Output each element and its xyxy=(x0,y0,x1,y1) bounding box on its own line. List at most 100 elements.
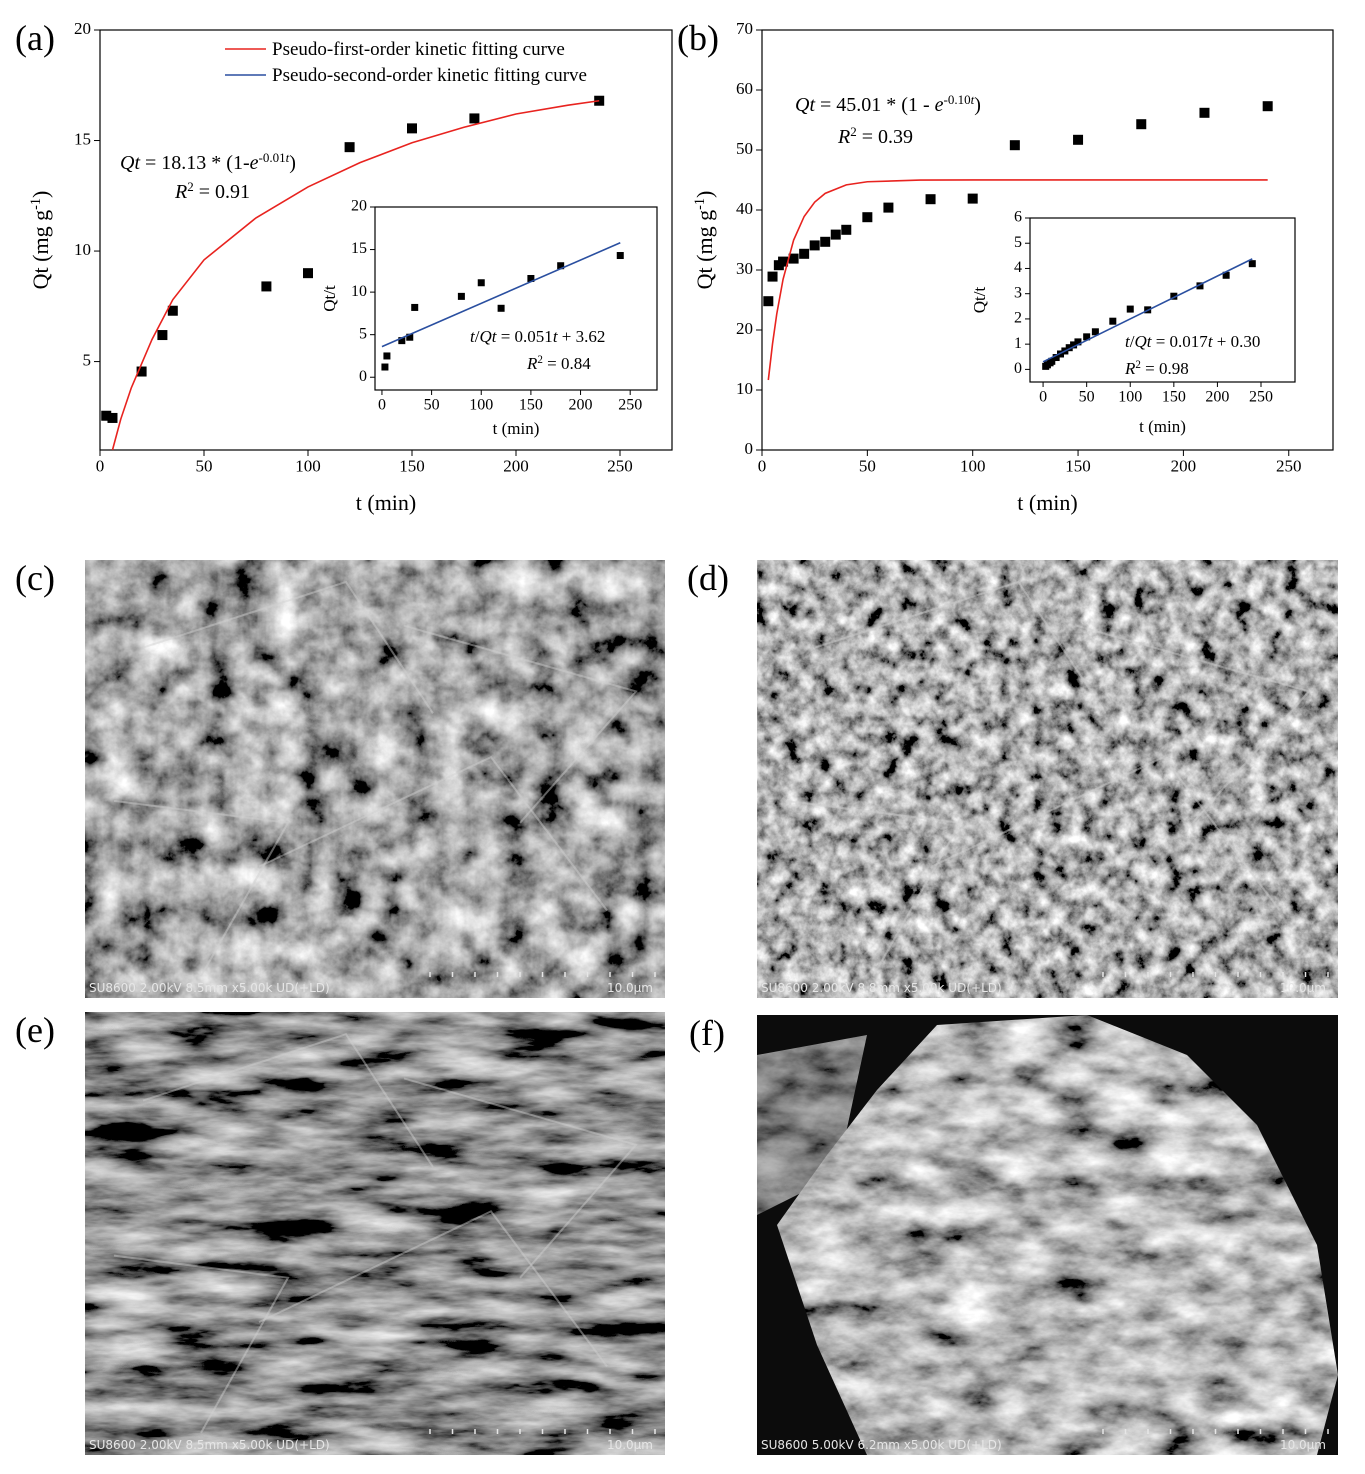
flake-edge xyxy=(403,1077,638,1279)
data-point xyxy=(398,337,406,345)
data-point xyxy=(383,352,391,360)
eq-part: t xyxy=(971,92,975,107)
data-point xyxy=(862,212,873,223)
y-tick-label: 50 xyxy=(736,139,753,158)
x-tick-label: 100 xyxy=(469,396,493,413)
panel-label: (d) xyxy=(687,558,729,598)
data-point xyxy=(925,194,936,205)
data-point xyxy=(497,304,505,312)
y-tick-label: 5 xyxy=(359,325,367,342)
image-texture xyxy=(757,560,1338,998)
data-point xyxy=(1052,354,1060,362)
data-point xyxy=(820,236,831,247)
y-tick-label: 15 xyxy=(74,129,91,148)
data-point xyxy=(788,253,799,264)
image-texture xyxy=(85,560,665,998)
flake-edge xyxy=(403,624,638,824)
eq-part: / xyxy=(475,327,480,346)
data-point xyxy=(261,281,272,292)
y-tick-label: 6 xyxy=(1014,209,1022,226)
y-tick-label: 2 xyxy=(1014,310,1022,327)
plot-frame xyxy=(374,206,658,391)
fit-curve xyxy=(1042,258,1253,363)
y-title-part: -1 xyxy=(28,198,44,210)
eq-part: -0.01 xyxy=(259,150,286,165)
eq-part: = 0.051 xyxy=(496,327,552,346)
scale-label: 10.0μm xyxy=(1280,1438,1326,1452)
r-squared: R2 = 0.84 xyxy=(526,354,591,373)
y-tick-label: 5 xyxy=(1014,234,1022,251)
data-point xyxy=(167,305,178,316)
data-point xyxy=(557,262,565,270)
data-point xyxy=(1196,282,1204,290)
eq-part: = 45.01 * (1 - xyxy=(815,94,935,116)
eq-part: 2 xyxy=(537,354,543,366)
data-point xyxy=(406,333,414,341)
particle xyxy=(777,1015,1338,1455)
data-point xyxy=(799,248,810,259)
eq-part: 2 xyxy=(187,179,194,194)
data-point xyxy=(763,296,774,307)
data-point xyxy=(1126,305,1134,313)
image-caption: SU8600 2.00kV 8.8mm x5.00k UD(+LD) xyxy=(761,981,1002,995)
data-point xyxy=(1262,101,1273,112)
data-point xyxy=(381,363,389,371)
data-point xyxy=(1222,271,1230,279)
x-axis-title: t (min) xyxy=(493,419,540,438)
data-point xyxy=(778,256,789,267)
eq-part: R xyxy=(837,126,850,148)
flake-edge xyxy=(814,580,1107,714)
y-title-part: ) xyxy=(28,191,53,198)
x-tick-label: 200 xyxy=(569,396,593,413)
equation: t/Qt = 0.051t + 3.62 xyxy=(470,327,605,346)
y-tick-label: 20 xyxy=(351,198,367,215)
eq-part: = 0.91 xyxy=(194,181,250,203)
eq-part: Qt xyxy=(1134,332,1152,351)
eq-part: Qt xyxy=(120,152,140,174)
y-axis-title: Qt/t xyxy=(970,287,989,314)
r-squared: R2 = 0.91 xyxy=(174,179,250,204)
data-point xyxy=(344,142,355,153)
sem-image xyxy=(757,1015,1338,1455)
data-point xyxy=(1248,260,1256,268)
image-texture xyxy=(85,1012,665,1455)
eq-part: ) xyxy=(289,152,296,174)
data-point xyxy=(883,202,894,213)
data-point xyxy=(303,268,313,279)
x-tick-label: 200 xyxy=(1205,388,1229,405)
eq-part: = 18.13 * (1- xyxy=(140,152,250,174)
x-tick-label: 250 xyxy=(607,456,633,475)
y-tick-label: 1 xyxy=(1014,335,1022,352)
eq-part: + 3.62 xyxy=(558,327,606,346)
eq-part: ) xyxy=(974,94,981,116)
r-squared: R2 = 0.39 xyxy=(837,124,913,149)
y-axis-title: Qt (mg g-1) xyxy=(28,191,53,290)
data-point xyxy=(809,240,820,251)
data-point xyxy=(1009,140,1020,151)
data-point xyxy=(157,330,168,341)
data-point xyxy=(967,193,978,204)
x-tick-label: 150 xyxy=(1065,456,1091,475)
x-tick-label: 0 xyxy=(96,456,105,475)
sem-image xyxy=(85,560,665,998)
plot-frame xyxy=(1029,217,1296,383)
data-point xyxy=(527,274,535,282)
flake-edge xyxy=(258,1210,608,1367)
scale-label: 10.0μm xyxy=(607,1438,653,1452)
image-caption: SU8600 2.00kV 8.5mm x5.00k UD(+LD) xyxy=(89,1438,330,1452)
eq-part: = 0.84 xyxy=(543,354,591,373)
x-axis-title: t (min) xyxy=(1017,490,1078,515)
x-tick-label: 200 xyxy=(1171,456,1197,475)
data-point xyxy=(1065,344,1073,352)
data-point xyxy=(616,252,624,260)
eq-part: R xyxy=(1124,359,1136,378)
eq-part: t xyxy=(286,150,290,165)
y-tick-label: 5 xyxy=(83,350,92,369)
data-point xyxy=(469,113,480,124)
data-point xyxy=(411,303,419,311)
y-tick-label: 60 xyxy=(736,79,753,98)
x-tick-label: 100 xyxy=(1118,388,1142,405)
eq-part: 2 xyxy=(1135,359,1141,371)
y-tick-label: 0 xyxy=(745,439,754,458)
equation: t/Qt = 0.017t + 0.30 xyxy=(1125,332,1260,351)
